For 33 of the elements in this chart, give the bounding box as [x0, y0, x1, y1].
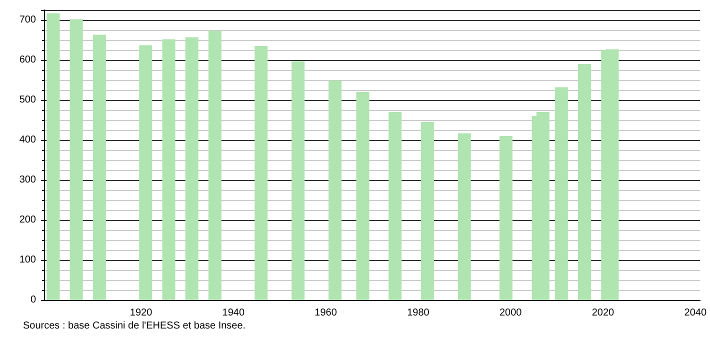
bar: [458, 133, 471, 300]
bar: [70, 19, 83, 300]
y-tick-label: 0: [30, 294, 36, 306]
x-tick-label: 1940: [222, 308, 245, 318]
y-tick-label: 200: [19, 214, 36, 226]
x-tick-label: 1960: [314, 308, 338, 318]
bar: [554, 87, 568, 300]
bar: [578, 64, 592, 300]
x-tick-label: 1920: [130, 308, 153, 318]
source-note: Sources : base Cassini de l'EHESS et base Insee.: [23, 320, 246, 332]
bar: [328, 80, 342, 300]
x-tick-label: 2020: [592, 308, 615, 318]
bar: [356, 92, 370, 300]
bar: [254, 46, 268, 300]
x-tick-label: 2040: [684, 308, 707, 318]
bar: [185, 37, 198, 300]
x-tick-label: 2000: [499, 308, 522, 318]
bar: [388, 112, 402, 300]
bar: [208, 30, 222, 300]
y-tick-label: 300: [19, 174, 36, 186]
bar: [92, 34, 106, 300]
y-tick-label: 700: [19, 14, 36, 26]
bar: [46, 13, 60, 300]
bar: [139, 45, 152, 300]
bar: [292, 61, 305, 300]
y-tick-label: 600: [19, 54, 36, 66]
bar: [420, 122, 434, 300]
x-tick-label: 1980: [407, 308, 430, 318]
bar: [162, 39, 176, 300]
bar: [499, 136, 512, 300]
y-tick-label: 100: [19, 254, 36, 266]
y-tick-label: 400: [19, 134, 36, 146]
y-tick-label: 500: [19, 94, 36, 106]
